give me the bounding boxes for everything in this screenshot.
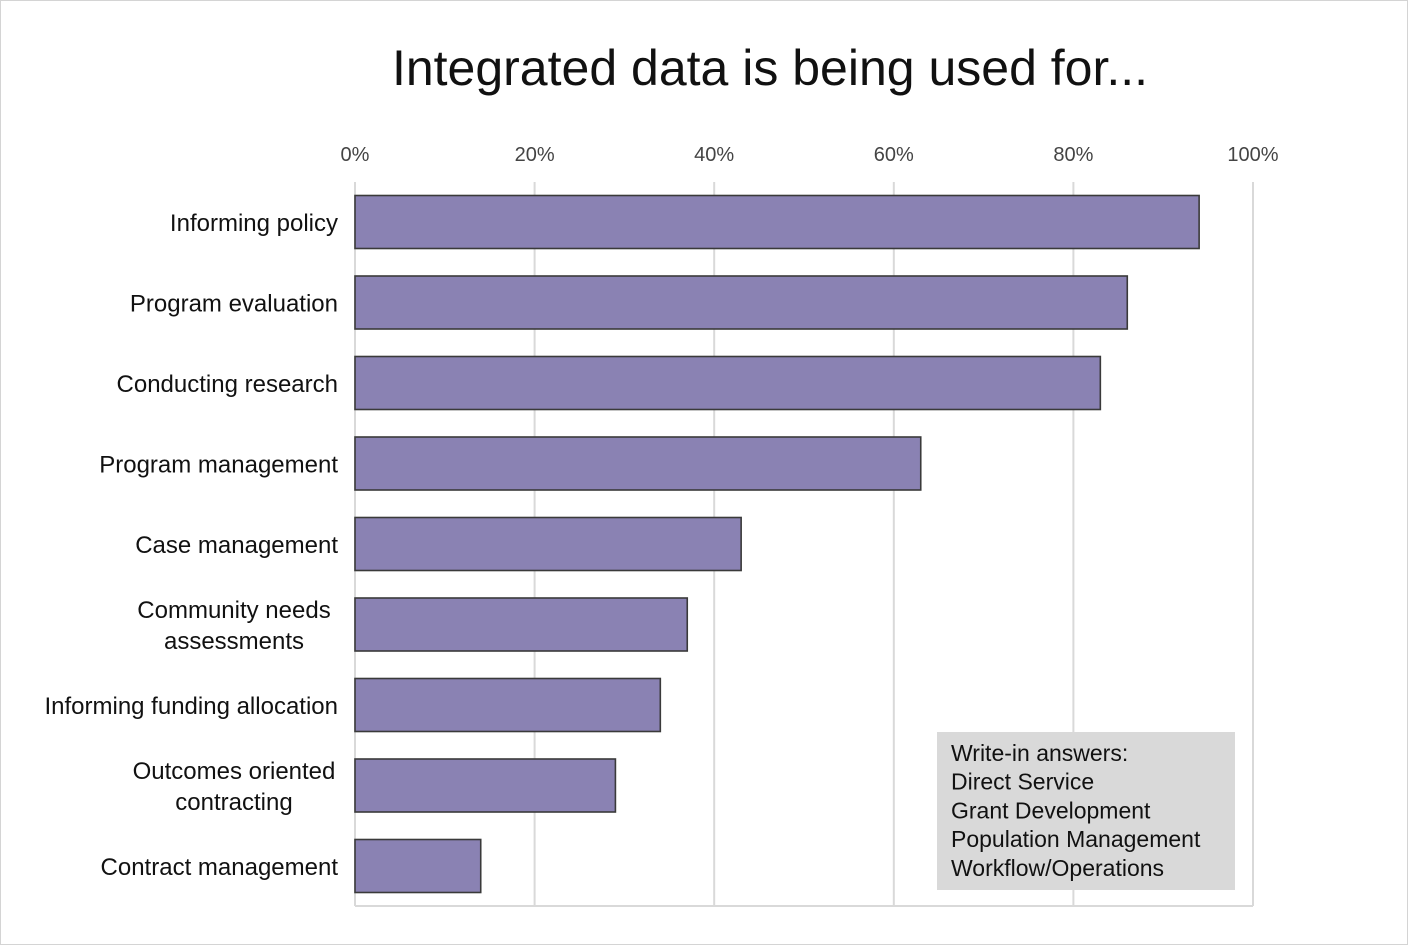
category-label: Community needs xyxy=(137,597,330,624)
category-label: contracting xyxy=(175,789,292,816)
bar xyxy=(354,516,742,572)
write-in-box-background xyxy=(937,732,1235,890)
bar xyxy=(354,597,689,652)
x-tick-label: 100% xyxy=(1227,144,1278,166)
category-label: Outcomes oriented xyxy=(133,758,336,785)
x-tick-label: 80% xyxy=(1053,144,1093,166)
category-label: Contract management xyxy=(101,854,339,881)
x-axis-tick-labels: 0% 20% 40% 60% 80% 100% xyxy=(341,144,1279,166)
category-label: assessments xyxy=(164,628,304,655)
write-in-line: Direct Service xyxy=(951,769,1094,795)
category-label: Program management xyxy=(99,452,338,479)
bar xyxy=(354,194,1200,250)
bar xyxy=(354,838,482,894)
category-label: Informing policy xyxy=(170,210,338,237)
category-label: Program evaluation xyxy=(130,291,338,318)
category-label: Case management xyxy=(135,532,338,559)
bar xyxy=(354,758,617,813)
category-label: Informing funding allocation xyxy=(44,693,338,720)
write-in-line: Write-in answers: xyxy=(951,740,1128,766)
x-tick-label: 20% xyxy=(515,144,555,166)
x-tick-label: 0% xyxy=(341,144,370,166)
bars xyxy=(354,194,1200,894)
y-axis-category-labels: Informing policy Program evaluation Conduc… xyxy=(44,210,338,881)
bar xyxy=(354,355,1102,411)
category-label: Conducting research xyxy=(117,371,338,398)
x-tick-label: 60% xyxy=(874,144,914,166)
bar xyxy=(354,436,922,491)
write-in-line: Grant Development xyxy=(951,797,1151,823)
write-in-line: Population Management xyxy=(951,826,1201,852)
bar xyxy=(354,677,662,733)
chart-title: Integrated data is being used for... xyxy=(392,40,1148,96)
write-in-line: Workflow/Operations xyxy=(951,855,1164,881)
bar xyxy=(354,275,1129,330)
x-tick-label: 40% xyxy=(694,144,734,166)
